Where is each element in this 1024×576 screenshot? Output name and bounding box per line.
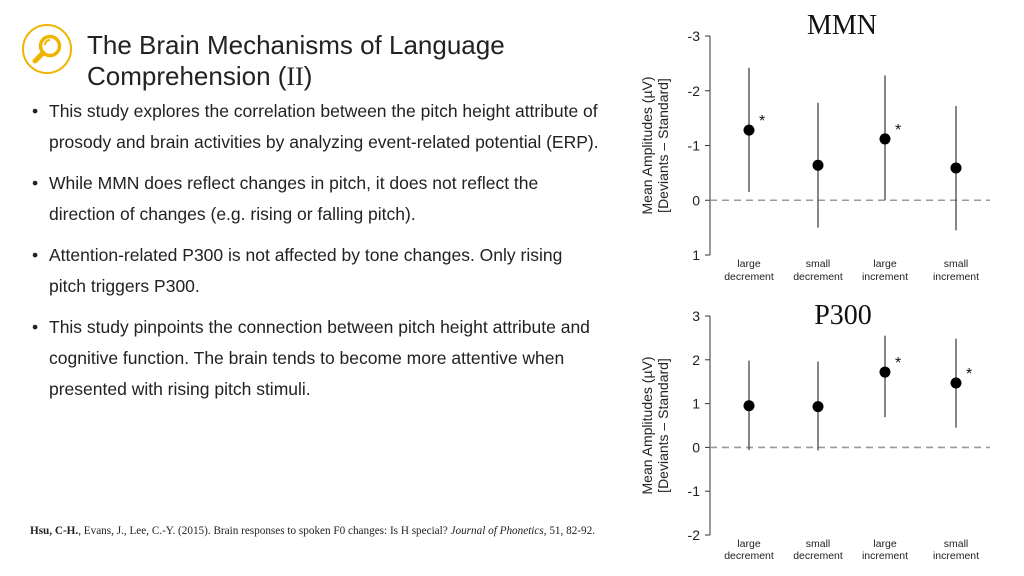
mmn-y-axis-label-line1: Mean Amplitudes (µV)	[639, 76, 655, 214]
bullet-text: This study explores the correlation betw…	[49, 101, 599, 152]
p300-category-label-line1: large	[737, 538, 761, 550]
mmn-category-label-line2: increment	[933, 271, 979, 283]
mmn-category-label-line2: decrement	[724, 271, 774, 283]
p300-category-label-line2: increment	[862, 550, 908, 562]
p300-significance-mark: *	[895, 355, 901, 372]
title-line-1: The Brain Mechanisms of Language	[87, 30, 505, 60]
p300-data-point	[879, 366, 891, 378]
p300-significance-mark: *	[966, 366, 972, 383]
p300-category-label-line1: large	[873, 538, 897, 550]
p300-y-tick-label: 0	[692, 439, 700, 455]
mmn-category-label-line1: small	[806, 258, 831, 270]
mmn-chart: MMN -3 -2 -1 0 1 Mean Amplitudes (µV) [Deviants…	[639, 10, 990, 283]
mmn-y-tick-label: -1	[688, 138, 701, 154]
magnifier-handle	[32, 50, 46, 64]
magnifier-icon	[22, 24, 72, 74]
p300-y-axis-label-line2: [Deviants – Standard]	[655, 358, 671, 493]
citation-authors: , Evans, J., Lee, C.-Y. (2015). Brain re…	[78, 525, 451, 537]
title-roman-numeral: II	[286, 62, 304, 91]
mmn-data-point	[879, 133, 891, 145]
bullet-item: • This study pinpoints the connection bet…	[32, 312, 602, 405]
magnifier-lens	[38, 34, 62, 58]
p300-category-label-line2: increment	[933, 550, 979, 562]
bullet-item: • While MMN does reflect changes in pitch…	[32, 168, 602, 230]
mmn-category-label-line1: small	[944, 258, 969, 270]
p300-category-label-line1: small	[806, 538, 831, 550]
p300-y-tick-label: 2	[692, 352, 700, 368]
slide-title: The Brain Mechanisms of Language Compreh…	[87, 30, 505, 92]
bullet-item: • This study explores the correlation bet…	[32, 96, 602, 158]
p300-category-label-line2: decrement	[793, 550, 843, 562]
p300-y-tick-label: -2	[688, 527, 701, 543]
bullet-marker: •	[32, 173, 39, 193]
bullet-marker: •	[32, 317, 39, 337]
magnifier-shine	[44, 39, 51, 46]
p300-data-point	[812, 401, 824, 413]
mmn-y-tick-label: -2	[688, 83, 701, 99]
p300-chart: P300 3 2 1 0 -1 -2 Mean Amplitudes (µV) [Deviant…	[639, 300, 990, 562]
mmn-y-tick-label: 1	[692, 247, 700, 263]
mmn-data-point	[743, 124, 755, 136]
p300-y-tick-label: 1	[692, 396, 700, 412]
bullet-text: Attention-related P300 is not affected b…	[49, 245, 563, 296]
citation: Hsu, C-H., Evans, J., Lee, C.-Y. (2015).…	[30, 524, 630, 538]
bullet-text: While MMN does reflect changes in pitch,…	[49, 173, 539, 224]
p300-y-tick-label: 3	[692, 308, 700, 324]
bullet-list: • This study explores the correlation bet…	[32, 96, 602, 415]
p300-data-point	[950, 377, 962, 389]
bullet-marker: •	[32, 101, 39, 121]
mmn-significance-mark: *	[895, 122, 901, 139]
bullet-marker: •	[32, 245, 39, 265]
p300-category-label-line2: decrement	[724, 550, 774, 562]
mmn-category-label-line1: large	[737, 258, 761, 270]
mmn-y-tick-label: -3	[688, 28, 701, 44]
bullet-item: • Attention-related P300 is not affected …	[32, 240, 602, 302]
mmn-chart-title: MMN	[807, 10, 877, 41]
mmn-data-point	[950, 162, 962, 174]
mmn-y-axis-label-line2: [Deviants – Standard]	[655, 78, 671, 213]
mmn-data-point	[812, 159, 824, 171]
mmn-category-label-line2: increment	[862, 271, 908, 283]
citation-tail: , 51, 82-92.	[543, 525, 596, 537]
mmn-y-tick-label: 0	[692, 192, 700, 208]
bullet-text: This study pinpoints the connection betw…	[49, 317, 590, 399]
citation-first-author: Hsu, C-H.	[30, 525, 79, 537]
p300-y-axis-label-line1: Mean Amplitudes (µV)	[639, 356, 655, 494]
mmn-significance-mark: *	[759, 113, 765, 130]
citation-journal: Journal of Phonetics	[450, 525, 544, 537]
title-line-2-suffix: )	[303, 61, 313, 91]
mmn-category-label-line2: decrement	[793, 271, 843, 283]
p300-chart-title: P300	[814, 300, 872, 331]
p300-category-label-line1: small	[944, 538, 969, 550]
title-line-2-prefix: Comprehension (	[87, 61, 287, 91]
p300-y-tick-label: -1	[688, 483, 701, 499]
mmn-category-label-line1: large	[873, 258, 897, 270]
p300-data-point	[743, 400, 755, 412]
